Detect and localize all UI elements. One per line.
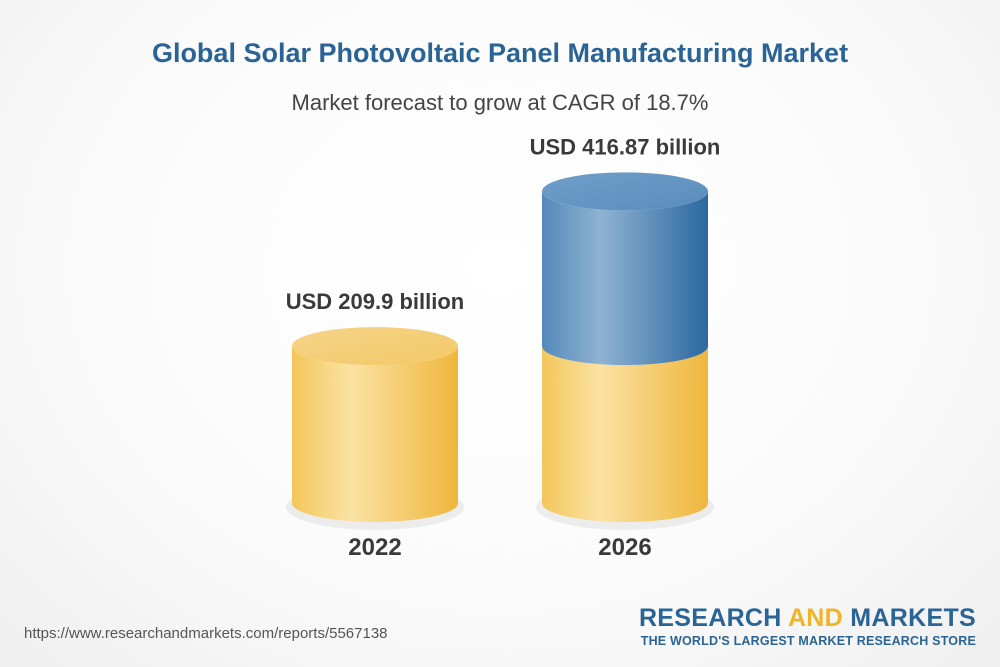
bar-2022-top bbox=[292, 327, 458, 366]
data-label-2026: USD 416.87 billion bbox=[530, 134, 721, 159]
source-url[interactable]: https://www.researchandmarkets.com/repor… bbox=[24, 625, 388, 642]
chart-subtitle: Market forecast to grow at CAGR of 18.7% bbox=[291, 90, 709, 115]
brand-name-part1: RESEARCH bbox=[638, 604, 788, 632]
bar-2022-body bbox=[292, 346, 458, 522]
brand-name-part3: MARKETS bbox=[843, 604, 976, 632]
brand-name-part2: AND bbox=[787, 604, 844, 632]
brand-logo: RESEARCH AND MARKETS THE WORLD'S LARGEST… bbox=[639, 604, 976, 648]
category-label-2022: 2022 bbox=[348, 534, 401, 561]
data-label-2022: USD 209.9 billion bbox=[286, 289, 465, 314]
bar-2026-top bbox=[542, 172, 708, 211]
brand-tagline: THE WORLD'S LARGEST MARKET RESEARCH STOR… bbox=[640, 634, 976, 648]
bar-2026-base-segment bbox=[542, 346, 708, 522]
chart-title: Global Solar Photovoltaic Panel Manufact… bbox=[151, 38, 849, 68]
bar-2026-growth-segment bbox=[542, 191, 708, 366]
brand-name: RESEARCH AND MARKETS bbox=[639, 604, 976, 632]
category-label-2026: 2026 bbox=[598, 534, 651, 561]
